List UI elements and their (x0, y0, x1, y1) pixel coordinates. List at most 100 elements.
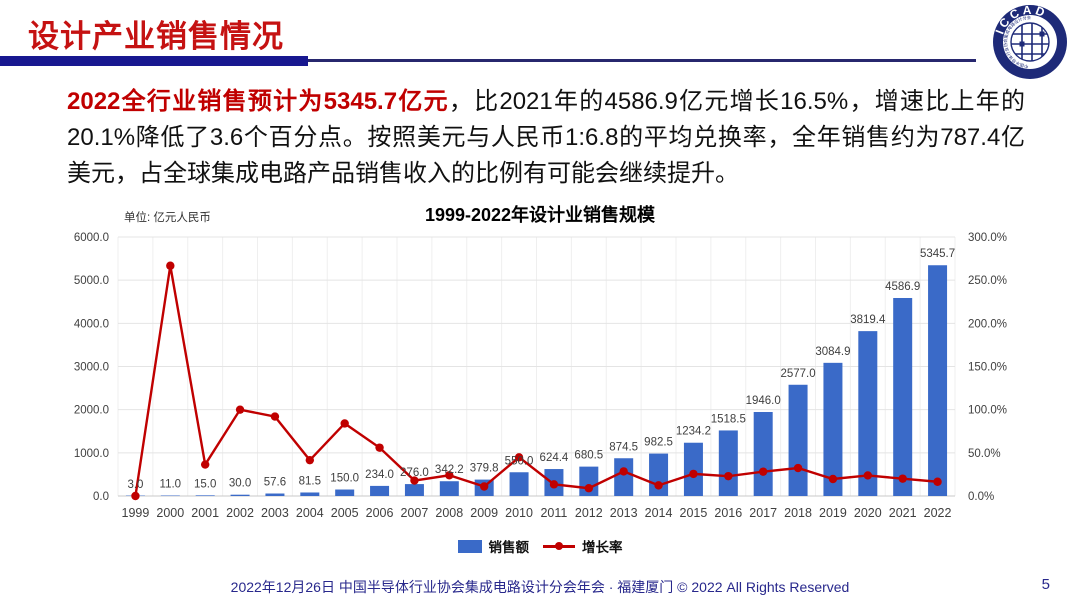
sales-bar (439, 481, 459, 496)
footer-credit: 2022年12月26日 中国半导体行业协会集成电路设计分会年会 · 福建厦门 ©… (230, 579, 850, 595)
x-axis-label: 2009 (470, 506, 498, 520)
sales-bar (404, 484, 424, 496)
bar-value-label: 1234.2 (676, 426, 711, 438)
growth-point (549, 480, 559, 489)
chart-unit-label: 单位: 亿元人民币 (124, 212, 211, 224)
x-axis-label: 2006 (366, 506, 394, 520)
right-axis-tick: 300.0% (968, 232, 1007, 244)
left-axis-tick: 3000.0 (74, 362, 109, 374)
x-axis-label: 2000 (156, 506, 184, 520)
chart-legend: 销售额 增长率 (0, 536, 1080, 556)
x-axis-label: 2014 (645, 506, 673, 520)
intro-paragraph: 2022全行业销售预计为5345.7亿元，比2021年的4586.9亿元增长16… (67, 84, 1025, 192)
left-axis-tick: 5000.0 (74, 275, 109, 287)
bar-value-label: 874.5 (609, 441, 638, 453)
right-axis-tick: 200.0% (968, 318, 1007, 330)
sales-bar (718, 430, 738, 496)
bar-value-label: 81.5 (299, 475, 321, 487)
bar-value-label: 30.0 (229, 478, 251, 490)
sales-chart: 0.0 1000.0 2000.0 3000.0 4000.0 5000.0 6000.0 0… (74, 232, 1007, 520)
legend-label-sales: 销售额 (488, 540, 530, 555)
growth-point (514, 453, 524, 462)
growth-point (235, 405, 245, 414)
x-axis-label: 2002 (226, 506, 254, 520)
sales-bar (370, 485, 390, 496)
bar-value-label: 2577.0 (780, 368, 815, 380)
x-axis-label: 2008 (435, 506, 463, 520)
bar-value-label: 342.2 (435, 464, 464, 476)
sales-bar (195, 495, 215, 496)
left-axis-tick: 6000.0 (74, 232, 109, 244)
legend-item-sales: 销售额 (457, 536, 530, 556)
bar-value-label: 5345.7 (920, 248, 955, 260)
growth-point (479, 482, 489, 491)
growth-point (410, 476, 419, 485)
growth-point (270, 412, 280, 421)
bar-value-label: 624.4 (540, 452, 569, 464)
sales-bar (649, 453, 669, 496)
bar-value-label: 680.5 (574, 450, 603, 462)
growth-point (200, 460, 210, 469)
intro-highlight: 2022全行业销售预计为5345.7亿元 (67, 88, 449, 115)
sales-bar (893, 297, 913, 496)
x-axis-label: 2004 (296, 506, 324, 520)
growth-point (619, 467, 628, 476)
right-axis-tick: 0.0% (968, 491, 994, 503)
growth-point (758, 467, 768, 476)
growth-point (793, 463, 803, 473)
sales-bar (753, 411, 773, 496)
right-axis-tick: 150.0% (968, 362, 1007, 374)
sales-bar (683, 442, 703, 496)
x-axis-label: 2016 (714, 506, 742, 520)
legend-label-growth: 增长率 (582, 540, 623, 555)
x-axis-label: 2003 (261, 506, 289, 520)
sales-bar (858, 331, 878, 496)
x-axis-label: 2020 (854, 506, 882, 520)
x-axis-label: 2013 (610, 506, 638, 520)
x-axis-label: 2011 (540, 506, 567, 520)
x-axis-label: 2001 (191, 506, 219, 520)
sales-bar (509, 472, 529, 496)
x-axis-label: 2010 (505, 506, 533, 520)
growth-line (134, 265, 938, 497)
sales-bar (928, 265, 948, 496)
left-axis-tick: 1000.0 (74, 448, 109, 460)
sales-bar (788, 384, 808, 496)
line-swatch-icon (543, 540, 575, 553)
right-axis-tick: 250.0% (968, 275, 1007, 287)
growth-point (375, 443, 384, 452)
growth-point (933, 477, 942, 486)
growth-point (654, 481, 663, 490)
bar-value-label: 57.6 (264, 477, 286, 489)
growth-point (305, 455, 315, 465)
left-axis-tick: 2000.0 (74, 405, 109, 417)
page-number: 5 (1041, 576, 1050, 593)
sales-bar (230, 494, 250, 496)
iccad-logo-icon: ICCAD 中国半导体行业协会集成电路设计分会 (992, 4, 1067, 79)
x-axis-label: 2012 (575, 506, 603, 520)
bar-value-label: 276.0 (400, 467, 429, 479)
growth-point (131, 491, 140, 501)
growth-point (166, 261, 175, 270)
title-divider-line (308, 59, 976, 62)
x-axis-label: 2007 (401, 506, 429, 520)
x-axis-label: 2005 (331, 506, 359, 520)
right-axis-tick: 50.0% (968, 448, 1001, 460)
growth-point (445, 471, 454, 480)
bar-value-label: 1518.5 (711, 413, 746, 425)
x-axis-label: 2021 (889, 506, 917, 520)
bar-swatch-icon (457, 539, 482, 553)
growth-point (724, 471, 733, 481)
sales-bar (614, 458, 634, 496)
sales-bar (335, 489, 355, 496)
growth-point (584, 484, 594, 493)
growth-point (863, 471, 873, 480)
intro-rest: ，比2021年的4586.9亿元增长16.5%，增速比上年的20.1%降低了3.… (67, 88, 1025, 187)
x-axis-label: 1999 (122, 506, 150, 520)
bar-value-label: 550.0 (505, 455, 534, 467)
growth-point (828, 474, 838, 484)
x-axis-label: 2022 (924, 506, 952, 520)
x-axis-label: 2017 (749, 506, 777, 520)
page-title: 设计产业销售情况 (28, 19, 284, 54)
